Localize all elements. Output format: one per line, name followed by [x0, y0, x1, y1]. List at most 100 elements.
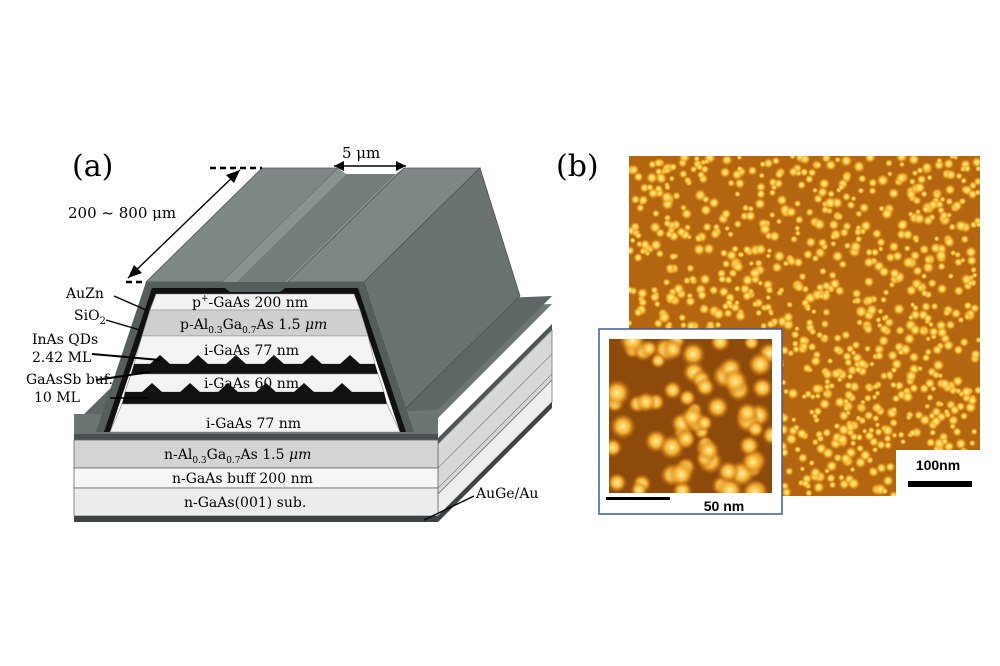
afm-dot	[871, 446, 879, 454]
afm-dot	[884, 158, 894, 168]
afm-dot	[668, 162, 678, 172]
afm-dot	[821, 280, 832, 291]
inset-dot	[746, 420, 765, 439]
afm-dot	[964, 245, 978, 259]
afm-dot	[790, 416, 797, 423]
afm-dot	[808, 408, 816, 416]
afm-dot	[882, 313, 890, 321]
afm-dot	[885, 252, 896, 263]
afm-dot	[953, 257, 964, 268]
afm-dot	[932, 359, 945, 372]
afm-dot	[734, 310, 747, 322]
afm-dot	[699, 204, 712, 217]
afm-dot	[793, 281, 805, 293]
afm-dot	[879, 296, 888, 304]
afm-dot	[952, 156, 959, 161]
afm-dot	[678, 169, 689, 179]
afm-dot	[664, 291, 678, 305]
callout-inas-ml: 2.42 ML	[32, 350, 91, 366]
afm-dot	[923, 403, 931, 410]
label-p-algaas: p-Al0.3Ga0.7As 1.5 μm	[180, 317, 327, 336]
afm-dot	[759, 160, 767, 168]
afm-dot	[727, 230, 735, 238]
afm-dot	[665, 263, 675, 273]
afm-dot	[633, 171, 644, 183]
afm-dot	[719, 248, 729, 258]
afm-dot	[901, 228, 914, 241]
afm-dot	[968, 439, 976, 447]
afm-dot	[781, 486, 793, 496]
afm-dot	[733, 285, 741, 293]
afm-dot	[863, 410, 874, 421]
inset-dot	[662, 380, 683, 401]
afm-dot	[797, 452, 809, 464]
afm-dot	[796, 180, 807, 190]
afm-dot	[838, 410, 850, 422]
afm-dot	[813, 218, 826, 231]
scale-bar-main-label: 100nm	[916, 457, 960, 473]
afm-dot	[871, 401, 884, 414]
afm-dot	[680, 207, 693, 220]
inset-dot	[609, 378, 632, 407]
afm-dot	[794, 225, 801, 232]
afm-dot	[731, 169, 743, 181]
afm-dot	[933, 235, 940, 242]
afm-dot	[875, 439, 887, 450]
afm-dot	[907, 156, 920, 166]
afm-dot	[734, 177, 746, 190]
afm-dot	[834, 156, 842, 164]
afm-dot	[855, 433, 864, 442]
afm-dot	[882, 288, 890, 297]
afm-dot	[754, 258, 764, 268]
afm-dot	[635, 203, 645, 213]
afm-dot	[809, 393, 817, 401]
afm-dot	[877, 334, 890, 347]
afm-dot	[733, 299, 741, 306]
afm-dot	[968, 181, 978, 190]
scale-bar-main	[908, 481, 972, 487]
right-face-top-metal	[438, 324, 552, 444]
afm-dot	[841, 192, 852, 202]
afm-dot	[837, 183, 846, 191]
afm-dot	[931, 344, 943, 356]
afm-dot	[851, 288, 862, 299]
afm-dot	[967, 279, 974, 287]
afm-dot	[918, 244, 930, 255]
afm-dot	[942, 158, 955, 170]
afm-dot	[857, 404, 864, 412]
layer-substrate	[73, 487, 439, 517]
layer-i-gaas-bot	[109, 403, 401, 433]
afm-dot	[709, 228, 721, 240]
afm-dot	[967, 395, 978, 406]
afm-dot	[668, 175, 676, 182]
afm-dot	[705, 320, 716, 330]
afm-dot	[936, 283, 948, 295]
afm-dot	[881, 424, 895, 437]
afm-dot	[895, 325, 906, 336]
scale-bar-inset-label: 50 nm	[704, 498, 744, 514]
layer-qd-2	[122, 392, 387, 404]
afm-dot	[843, 241, 852, 250]
afm-dot	[875, 316, 882, 324]
afm-dot	[811, 383, 823, 395]
afm-dot	[655, 249, 665, 259]
afm-dot	[844, 381, 853, 391]
afm-dot	[725, 249, 738, 262]
afm-dot	[684, 295, 697, 308]
afm-dot	[821, 427, 832, 438]
afm-dot	[904, 369, 918, 383]
afm-dot	[831, 250, 844, 263]
afm-dot	[843, 405, 850, 412]
afm-dot	[888, 267, 901, 280]
inset-dot	[709, 339, 731, 353]
inset-dot	[705, 395, 730, 420]
scale-bar-inset	[606, 497, 670, 500]
afm-dot	[839, 452, 852, 465]
afm-dot	[944, 183, 956, 196]
afm-dot	[921, 161, 933, 173]
afm-dot	[792, 424, 801, 432]
afm-dot	[794, 215, 804, 225]
afm-dot	[901, 390, 914, 404]
afm-dot	[949, 404, 961, 416]
afm-dot	[853, 227, 863, 237]
